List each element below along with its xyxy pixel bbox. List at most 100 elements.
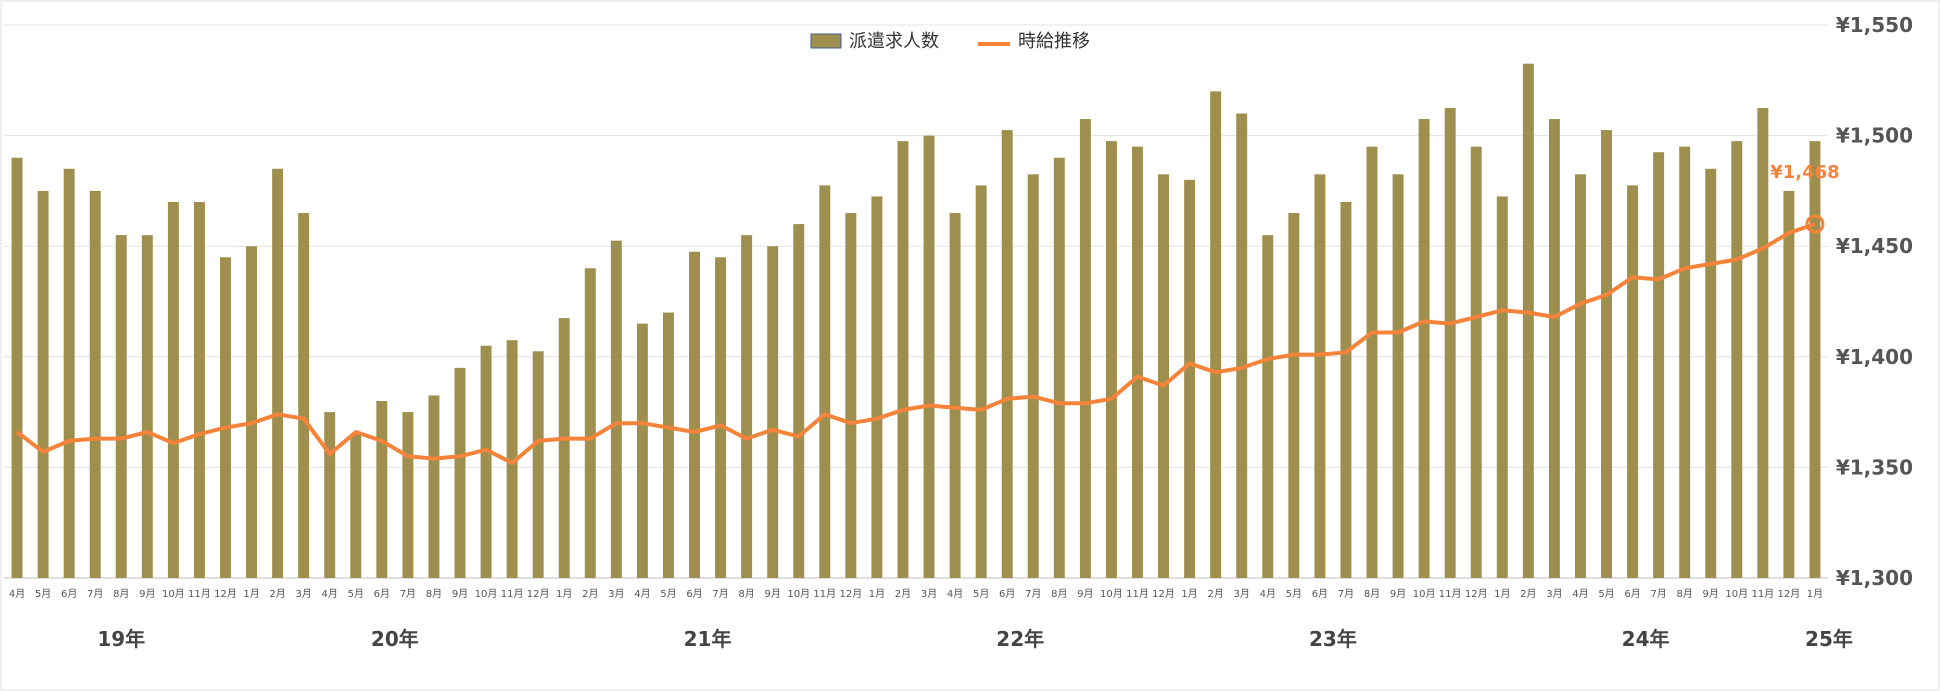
x-tick-label: 12月 [1465, 588, 1488, 600]
bar [662, 312, 674, 578]
line-series [15, 222, 1816, 465]
year-label: 21年 [684, 627, 732, 651]
last-point-label: ¥1,468 [1770, 162, 1839, 183]
x-tick-label: 5月 [35, 588, 51, 600]
x-tick-label: 5月 [348, 588, 364, 600]
bar [1601, 130, 1612, 578]
bar [793, 224, 805, 578]
y-tick-label: ¥1,300 [1836, 566, 1913, 590]
x-tick-label: 10月 [162, 588, 185, 600]
x-tick-label: 3月 [295, 588, 311, 600]
x-tick-label: 3月 [608, 588, 624, 600]
x-tick-label: 6月 [61, 588, 77, 600]
x-tick-label: 5月 [973, 588, 989, 600]
bar [167, 201, 179, 578]
x-tick-label: 1月 [869, 588, 885, 600]
x-tick-label: 3月 [921, 588, 937, 600]
x-tick-label: 10月 [1413, 588, 1436, 600]
x-tick-label: 2月 [895, 588, 911, 600]
bar [480, 345, 492, 578]
x-tick-label: 9月 [139, 588, 155, 600]
x-tick-label: 8月 [113, 588, 129, 600]
x-tick-label: 2月 [1520, 588, 1536, 600]
bar [1027, 174, 1039, 578]
year-label: 24年 [1622, 627, 1670, 651]
x-tick-label: 7月 [400, 588, 416, 600]
x-tick-label: 8月 [1051, 588, 1067, 600]
bar [1236, 113, 1248, 578]
x-tick-label: 1月 [243, 588, 259, 600]
x-tick-label: 9月 [1077, 588, 1093, 600]
x-tick-label: 1月 [1181, 588, 1197, 600]
x-tick-label: 9月 [1703, 588, 1719, 600]
bar [1574, 174, 1586, 578]
x-tick-label: 6月 [999, 588, 1015, 600]
x-tick-label: 4月 [1572, 588, 1588, 600]
x-tick-label: 11月 [813, 588, 836, 600]
x-tick-label: 8月 [1364, 588, 1380, 600]
bar [1366, 146, 1378, 578]
x-tick-label: 10月 [1725, 588, 1748, 600]
bar [1079, 119, 1091, 578]
bar [89, 190, 101, 578]
bar [246, 246, 258, 578]
year-label: 23年 [1309, 627, 1357, 651]
x-tick-label: 2月 [1207, 588, 1223, 600]
bar [1731, 141, 1743, 578]
bar [1210, 91, 1222, 579]
x-axis-years: 19年 20年 21年 22年 23年 24年 25年 [97, 627, 1853, 651]
legend-swatch-bar [810, 33, 842, 49]
bar [949, 213, 961, 578]
x-tick-label: 9月 [764, 588, 780, 600]
x-tick-label: 8月 [1676, 588, 1692, 600]
x-tick-label: 3月 [1234, 588, 1250, 600]
bar [1470, 146, 1482, 578]
bar [1184, 179, 1196, 578]
x-axis-months: 4月 5月 6月 7月 8月 9月 10月 11月 12月 1月 2月 3月 4月 5月 6月 7月 8月 9月 1… [9, 588, 1823, 600]
legend: 派遣求人数 時給推移 [810, 31, 1090, 52]
bar [141, 235, 153, 578]
bar [220, 257, 231, 578]
bar [584, 268, 596, 578]
y-tick-label: ¥1,350 [1836, 455, 1913, 479]
bar [506, 340, 518, 578]
x-tick-label: 4月 [322, 588, 338, 600]
x-tick-label: 6月 [686, 588, 702, 600]
x-tick-label: 7月 [87, 588, 103, 600]
x-tick-label: 6月 [1312, 588, 1328, 600]
bar [115, 235, 127, 578]
bar [1548, 119, 1560, 578]
x-tick-label: 12月 [214, 588, 237, 600]
bar [1340, 201, 1352, 578]
bar [193, 201, 205, 578]
legend-label-bar: 派遣求人数 [849, 31, 939, 52]
x-tick-label: 11月 [1751, 588, 1774, 600]
line-path [15, 222, 1816, 465]
bar [1679, 146, 1691, 578]
x-tick-label: 9月 [1390, 588, 1406, 600]
year-label: 25年 [1805, 627, 1853, 651]
x-tick-label: 11月 [188, 588, 211, 600]
bar [923, 135, 935, 578]
x-tick-label: 11月 [1126, 588, 1149, 600]
x-tick-label: 7月 [1650, 588, 1666, 600]
bar [532, 351, 544, 578]
x-tick-label: 12月 [527, 588, 550, 600]
x-tick-label: 7月 [1338, 588, 1354, 600]
x-tick-label: 5月 [1286, 588, 1302, 600]
bar [1105, 141, 1117, 578]
last-point-marker [1805, 214, 1825, 234]
bar [1288, 213, 1300, 578]
year-label: 20年 [371, 627, 419, 651]
bar [689, 251, 700, 579]
x-tick-label: 1月 [556, 588, 572, 600]
x-tick-label: 10月 [1100, 588, 1123, 600]
x-tick-label: 5月 [660, 588, 676, 600]
bar [975, 185, 987, 578]
bar [1444, 107, 1456, 578]
bar [1132, 146, 1143, 578]
x-tick-label: 2月 [582, 588, 598, 600]
bar [350, 434, 362, 578]
